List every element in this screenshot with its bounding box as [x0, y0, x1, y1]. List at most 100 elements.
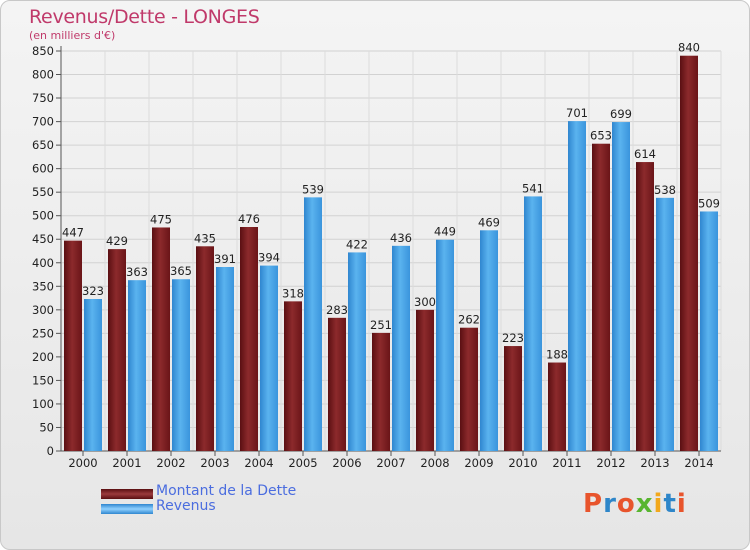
data-label-revenue: 323 — [82, 284, 104, 298]
y-tick-label: 400 — [32, 256, 54, 270]
y-tick-label: 600 — [32, 162, 54, 176]
chart-title: Revenus/Dette - LONGES — [29, 6, 260, 28]
x-tick-label: 2006 — [332, 456, 361, 470]
y-tick-label: 50 — [39, 420, 54, 434]
y-tick-label: 450 — [32, 232, 54, 246]
bar-revenue — [436, 239, 454, 451]
bar-revenue — [172, 279, 190, 451]
x-tick-label: 2002 — [156, 456, 185, 470]
x-tick-label: 2013 — [640, 456, 669, 470]
bar-debt — [64, 240, 82, 451]
x-tick-label: 2005 — [288, 456, 317, 470]
data-label-debt: 262 — [458, 313, 480, 327]
data-label-revenue: 365 — [170, 264, 192, 278]
x-tick-label: 2007 — [376, 456, 405, 470]
data-label-debt: 188 — [546, 348, 568, 362]
bar-revenue — [84, 299, 102, 451]
bar-revenue — [260, 265, 278, 451]
y-tick-label: 300 — [32, 303, 54, 317]
y-tick-label: 550 — [32, 185, 54, 199]
bar-debt — [284, 301, 302, 451]
data-label-debt: 840 — [678, 41, 700, 55]
bar-debt — [504, 346, 522, 451]
x-tick-label: 2000 — [68, 456, 97, 470]
y-tick-label: 350 — [32, 279, 54, 293]
chart-subtitle: (en milliers d'€) — [29, 29, 116, 42]
data-label-debt: 447 — [62, 226, 84, 240]
y-tick-label: 150 — [32, 373, 54, 387]
bar-debt — [240, 227, 258, 451]
x-tick-label: 2011 — [552, 456, 581, 470]
data-label-debt: 283 — [326, 303, 348, 317]
data-label-debt: 429 — [106, 234, 128, 248]
x-tick-label: 2014 — [684, 456, 713, 470]
data-label-debt: 653 — [590, 129, 612, 143]
bar-revenue — [128, 280, 146, 451]
data-label-revenue: 538 — [654, 183, 676, 197]
y-tick-label: 500 — [32, 209, 54, 223]
x-tick-label: 2008 — [420, 456, 449, 470]
y-tick-label: 750 — [32, 91, 54, 105]
legend-label-revenue: Revenus — [156, 498, 216, 514]
y-tick-label: 200 — [32, 350, 54, 364]
bar-debt — [460, 327, 478, 451]
bar-debt — [680, 55, 698, 452]
legend-label-debt: Montant de la Dette — [156, 483, 297, 499]
data-label-debt: 223 — [502, 331, 524, 345]
bar-revenue — [568, 121, 586, 451]
y-tick-label: 650 — [32, 138, 54, 152]
bar-revenue — [480, 230, 498, 451]
proxiti-logo: Proxiti — [583, 489, 687, 519]
bar-revenue — [216, 267, 234, 451]
data-label-debt: 435 — [194, 231, 216, 245]
y-tick-label: 800 — [32, 68, 54, 82]
bar-debt — [636, 162, 654, 451]
bar-revenue — [304, 197, 322, 451]
y-tick-label: 850 — [32, 44, 54, 58]
bar-revenue — [524, 196, 542, 451]
legend-swatch-revenue — [101, 504, 153, 514]
x-tick-label: 2003 — [200, 456, 229, 470]
data-label-debt: 476 — [238, 212, 260, 226]
x-tick-label: 2009 — [464, 456, 493, 470]
x-tick-label: 2012 — [596, 456, 625, 470]
data-label-revenue: 699 — [610, 107, 632, 121]
bar-debt — [416, 309, 434, 451]
bar-revenue — [656, 197, 674, 451]
data-label-revenue: 539 — [302, 182, 324, 196]
y-tick-label: 100 — [32, 397, 54, 411]
bar-revenue — [348, 252, 366, 451]
bar-debt — [592, 143, 610, 452]
x-tick-label: 2010 — [508, 456, 537, 470]
data-label-debt: 475 — [150, 212, 172, 226]
data-label-revenue: 436 — [390, 231, 412, 245]
data-label-revenue: 469 — [478, 215, 500, 229]
data-label-revenue: 422 — [346, 237, 368, 251]
bar-revenue — [392, 245, 410, 451]
y-tick-label: 0 — [47, 444, 54, 458]
data-label-debt: 614 — [634, 147, 656, 161]
bar-revenue — [612, 122, 630, 451]
bar-revenue — [700, 211, 718, 451]
bar-debt — [152, 227, 170, 451]
bar-debt — [196, 246, 214, 451]
bar-debt — [548, 362, 566, 451]
legend-swatch-debt — [101, 489, 153, 499]
data-label-revenue: 449 — [434, 225, 456, 239]
data-label-revenue: 701 — [566, 106, 588, 120]
x-tick-label: 2001 — [112, 456, 141, 470]
bar-debt — [108, 249, 126, 451]
data-label-revenue: 509 — [698, 196, 720, 210]
x-tick-label: 2004 — [244, 456, 273, 470]
y-tick-label: 250 — [32, 326, 54, 340]
data-label-debt: 300 — [414, 295, 436, 309]
bar-debt — [328, 317, 346, 451]
data-label-revenue: 391 — [214, 252, 236, 266]
data-label-revenue: 363 — [126, 265, 148, 279]
data-label-debt: 318 — [282, 286, 304, 300]
bar-debt — [372, 332, 390, 451]
y-tick-label: 700 — [32, 115, 54, 129]
data-label-revenue: 541 — [522, 181, 544, 195]
